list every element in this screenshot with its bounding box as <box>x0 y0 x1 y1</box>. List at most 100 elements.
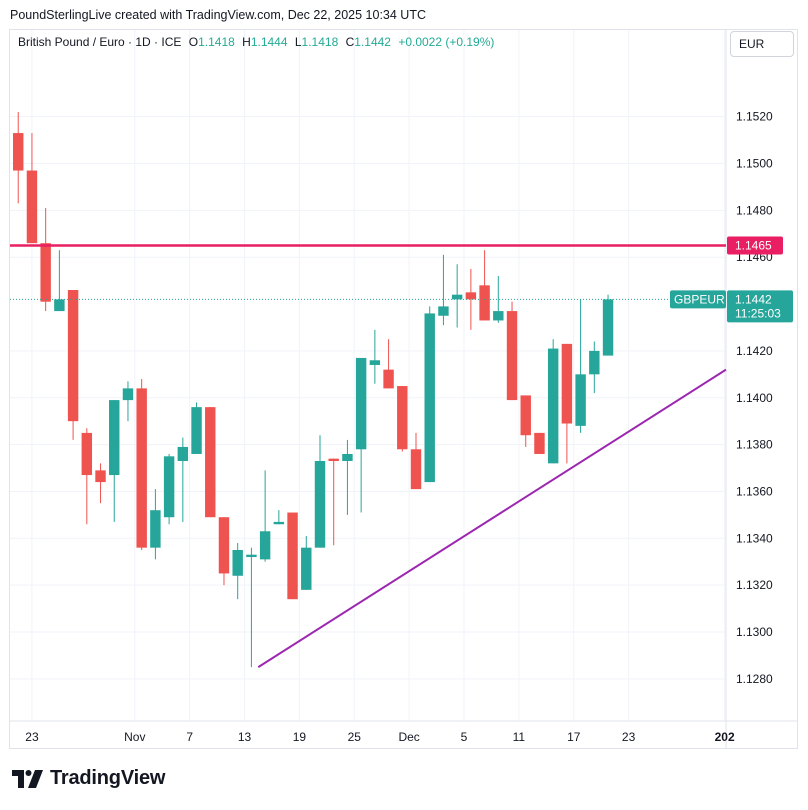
candle <box>451 264 463 328</box>
candle <box>534 432 545 454</box>
candle <box>259 470 271 562</box>
candle <box>589 341 600 394</box>
candle-body <box>26 170 38 244</box>
y-tick-label: 1.1420 <box>736 344 773 358</box>
y-tick-label: 1.1300 <box>736 625 773 639</box>
candles <box>13 111 614 668</box>
x-tick-label: 23 <box>25 730 39 744</box>
trendline <box>257 368 727 668</box>
candle-body <box>602 299 614 356</box>
x-tick-label: 23 <box>622 730 636 744</box>
candle-body <box>410 449 422 490</box>
candle <box>397 386 408 452</box>
y-tick-label: 1.1480 <box>736 203 773 217</box>
x-tick-label: 19 <box>293 730 307 744</box>
candle-body <box>589 350 600 375</box>
candle-body <box>342 453 353 461</box>
grid-lines <box>10 30 726 721</box>
candle-body <box>383 369 394 389</box>
currency-selector[interactable]: EUR <box>730 31 794 57</box>
candle-body <box>479 285 490 321</box>
candle <box>205 407 216 518</box>
candle <box>561 343 573 464</box>
candle <box>355 357 367 513</box>
candle-body <box>246 554 257 558</box>
candle-body <box>397 386 408 450</box>
candle-body <box>122 388 134 401</box>
symbol-legend: British Pound / Euro · 1D · ICE O1.1418 … <box>18 35 494 49</box>
candle <box>177 437 189 522</box>
candle-body <box>328 458 339 461</box>
x-tick-label: 5 <box>461 730 468 744</box>
candle <box>273 510 285 525</box>
candle-body <box>506 311 518 401</box>
x-tick-label: 11 <box>513 730 526 744</box>
y-tick-label: 1.1360 <box>736 484 773 498</box>
chart-frame <box>9 29 798 749</box>
x-tick-label: Nov <box>124 730 145 744</box>
candle <box>424 306 435 483</box>
chart-credit: PoundSterlingLive created with TradingVi… <box>10 8 426 22</box>
candle-body <box>547 348 559 464</box>
x-tick-label: 17 <box>567 730 581 744</box>
candle <box>163 453 175 525</box>
candle-body <box>273 521 285 525</box>
close-label: C <box>345 35 355 49</box>
low-value: 1.1418 <box>301 35 339 49</box>
candle-body <box>314 460 326 548</box>
candle <box>547 339 559 464</box>
low-label: L <box>294 35 302 49</box>
candle-body <box>13 133 24 171</box>
candle <box>520 395 531 447</box>
candle-body <box>259 531 271 560</box>
candle <box>410 432 422 490</box>
candle <box>67 290 79 440</box>
time-axis: 23 Nov 7 13 19 25 Dec 5 11 17 23 202 <box>25 730 735 744</box>
brand-name: TradingView <box>50 767 166 789</box>
candle-body <box>424 313 435 483</box>
candle-body <box>40 243 51 302</box>
candle <box>465 268 477 330</box>
candle-body <box>81 432 93 476</box>
last-price-tag <box>727 290 793 323</box>
symbol-tag-label: GBPEUR <box>674 292 725 306</box>
candle <box>122 381 134 422</box>
candle <box>328 458 339 546</box>
candle-body <box>109 400 120 476</box>
candle-body <box>67 290 79 422</box>
candle <box>136 379 147 551</box>
candle <box>506 301 518 401</box>
candle-body <box>575 374 586 426</box>
candle-body <box>520 395 531 436</box>
resistance-price-label: 1.1465 <box>735 238 772 252</box>
candle <box>314 435 326 548</box>
candle <box>81 428 93 525</box>
candle-body <box>218 517 230 574</box>
candle-body <box>561 343 573 424</box>
candle <box>232 542 243 600</box>
candle-body <box>95 470 106 483</box>
x-tick-label: Dec <box>398 730 419 744</box>
candle-body <box>287 512 298 600</box>
symbol-tag <box>670 290 726 309</box>
open-value: 1.1418 <box>198 35 235 49</box>
candle <box>493 275 504 323</box>
candle-body <box>493 311 504 321</box>
candle <box>13 111 24 204</box>
candle <box>438 254 449 326</box>
candle <box>369 329 381 384</box>
candle-body <box>438 306 449 316</box>
candle-body <box>534 432 545 454</box>
y-tick-label: 1.1520 <box>736 110 773 124</box>
candle-body <box>205 407 216 518</box>
tradingview-logo-icon <box>12 769 43 788</box>
y-tick-label: 1.1380 <box>736 438 773 452</box>
candle <box>602 294 614 356</box>
tradingview-brand[interactable]: TradingView <box>12 767 165 790</box>
price-axis: 1.15201.15001.14801.14601.14201.14001.13… <box>736 110 773 686</box>
resistance-price-tag <box>727 236 783 255</box>
candle <box>383 339 394 389</box>
candle <box>218 517 230 586</box>
